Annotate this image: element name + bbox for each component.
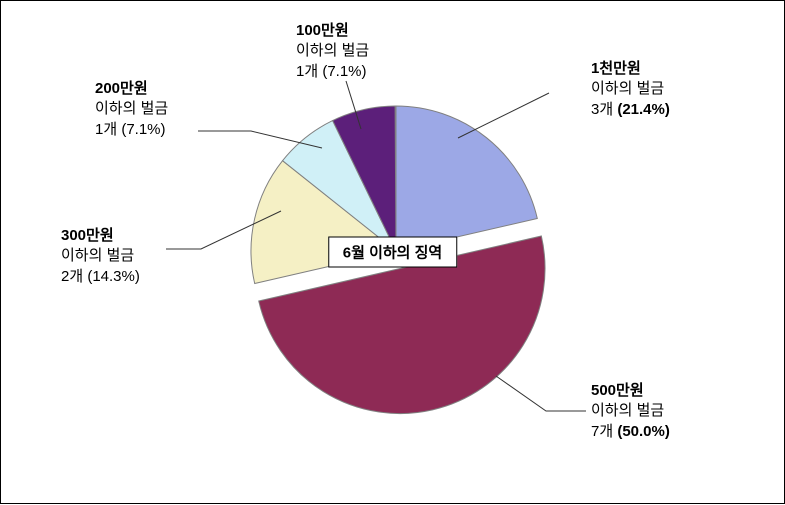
center-category-label: 6월 이하의 징역 — [343, 245, 442, 262]
chart-frame: 1천만원이하의 벌금3개 (21.4%)500만원이하의 벌금7개 (50.0%… — [0, 0, 785, 504]
pie-slice-s1 — [396, 106, 537, 251]
center-category-box: 6월 이하의 징역 — [328, 237, 457, 268]
leader-line-s2 — [496, 376, 586, 411]
leader-line-s1 — [458, 93, 549, 138]
